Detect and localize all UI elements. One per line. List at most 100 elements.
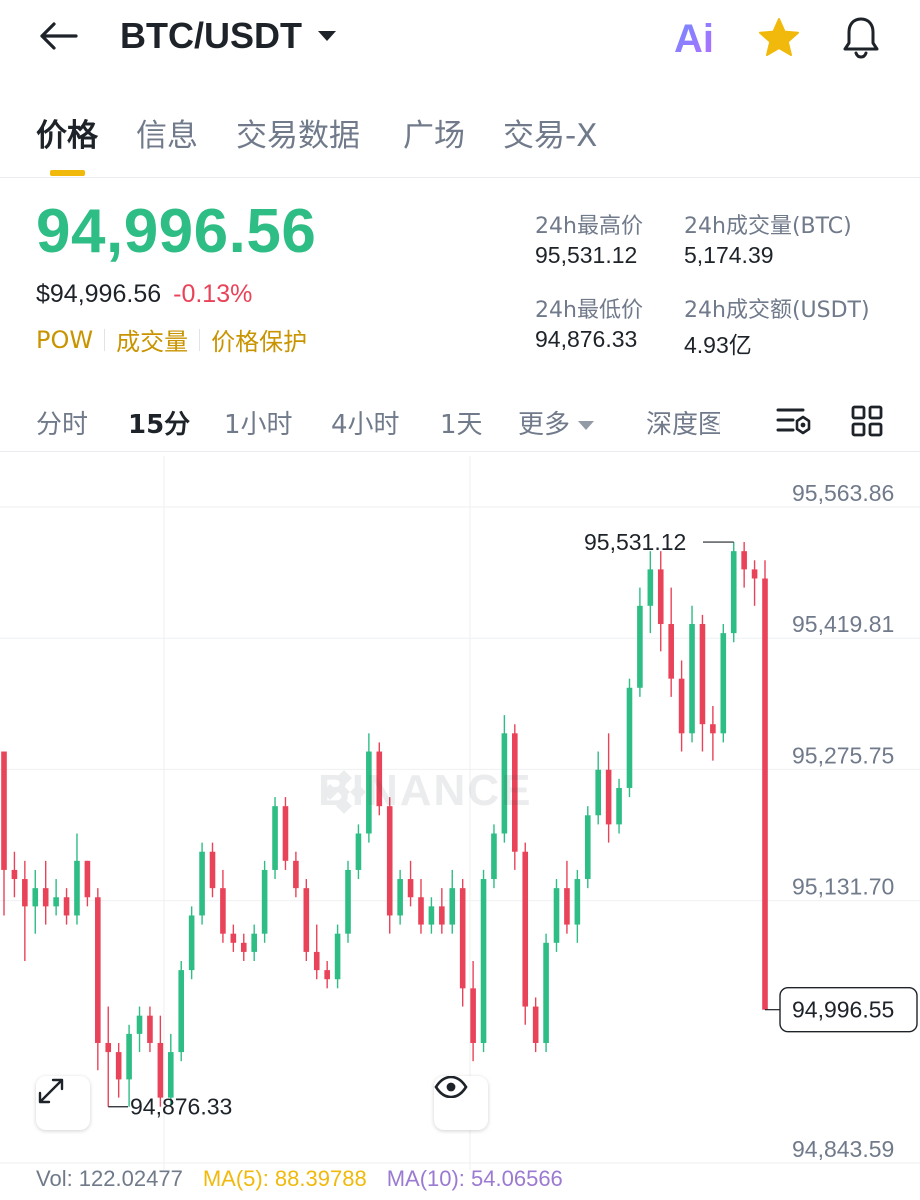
candle-body — [366, 751, 372, 834]
candle-body — [418, 897, 424, 925]
y-tick-label: 95,275.75 — [792, 742, 894, 768]
interval-1h[interactable]: 1小时 — [224, 410, 293, 440]
last-price: 94,996.56 — [36, 197, 317, 266]
candle-body — [730, 551, 737, 634]
stat-low-value: 94,876.33 — [535, 326, 638, 352]
svg-text:Ai: Ai — [674, 17, 714, 59]
volume-value: Vol: 122.02477 — [36, 1166, 183, 1191]
candle-body — [668, 624, 674, 679]
candle-body — [261, 869, 268, 934]
binance-watermark: BINANCE — [318, 766, 532, 816]
stat-volume-btc-value: 5,174.39 — [684, 242, 774, 268]
candle-body — [564, 888, 570, 925]
candle-body — [188, 915, 195, 971]
candle-body — [355, 833, 362, 870]
interval-15m[interactable]: 15分 — [128, 410, 191, 440]
candle-body — [512, 733, 518, 852]
candles — [1, 542, 768, 1107]
candle-body — [84, 860, 91, 898]
back-button[interactable] — [34, 14, 82, 58]
volume-indicator-line: Vol: 122.02477 MA(5): 88.39788 MA(10): 5… — [36, 1166, 563, 1192]
candle-body — [574, 879, 581, 925]
pair-title: BTC/USDT — [120, 15, 302, 56]
favorite-button[interactable] — [754, 14, 804, 62]
candle-body — [313, 951, 320, 971]
candle-body — [324, 970, 330, 980]
tab-price[interactable]: 价格 — [36, 118, 98, 154]
candle-body — [105, 1042, 112, 1053]
interval-1d[interactable]: 1天 — [440, 410, 483, 440]
candle-body — [480, 879, 487, 1043]
tab-square[interactable]: 广场 — [403, 118, 465, 154]
candle-body — [522, 851, 529, 1007]
y-tick-label: 95,563.86 — [792, 480, 894, 506]
y-tick-label: 95,419.81 — [792, 611, 894, 637]
chart-markers: 95,531.12 94,876.33 94,996.55 — [108, 529, 918, 1120]
interval-timeline[interactable]: 分时 — [36, 410, 89, 440]
candle-body — [199, 851, 205, 916]
tab-trade-x[interactable]: 交易-X — [503, 118, 598, 154]
candle-body — [605, 769, 612, 825]
interval-more-button[interactable]: 更多 — [518, 404, 595, 441]
indicator-settings-button[interactable] — [770, 396, 818, 446]
candle-body — [53, 897, 59, 907]
caret-down-icon — [318, 31, 336, 41]
candle-body — [553, 888, 560, 943]
binance-logo-icon — [322, 770, 366, 814]
watermark-text: BINANCE — [318, 766, 533, 815]
candle-body — [543, 942, 549, 1043]
candle-body — [751, 569, 758, 579]
candle-body — [272, 806, 278, 870]
bell-icon — [843, 17, 879, 59]
candle-body — [1, 751, 7, 870]
last-price-label: 94,996.55 — [792, 997, 894, 1023]
candle-body — [63, 897, 70, 916]
main-tabs: 价格 信息 交易数据 广场 交易-X — [0, 100, 920, 178]
candle-body — [689, 624, 695, 734]
last-price-box — [779, 986, 918, 1033]
candle-body — [720, 633, 727, 734]
caret-down-icon — [578, 421, 595, 430]
candle-body — [126, 1033, 132, 1080]
candle-body — [32, 888, 39, 907]
tag-price-protection[interactable]: 价格保护 — [211, 328, 308, 356]
candle-body — [376, 751, 383, 807]
candle-body — [428, 906, 435, 925]
star-icon — [759, 18, 799, 56]
expand-icon — [38, 1078, 64, 1104]
tag-volume[interactable]: 成交量 — [116, 328, 189, 356]
candle-body — [167, 1052, 174, 1098]
candle-body — [637, 605, 643, 688]
candle-body — [157, 1042, 164, 1098]
layout-grid-button[interactable] — [843, 396, 891, 446]
tag-pow[interactable]: POW — [36, 325, 94, 354]
active-tab-indicator — [50, 170, 85, 176]
depth-chart-tab[interactable]: 深度图 — [646, 410, 720, 440]
ai-icon: Ai — [674, 17, 714, 59]
candle-body — [470, 988, 476, 1043]
candle-body — [42, 888, 49, 907]
high-marker-label: 95,531.12 — [584, 529, 686, 555]
toggle-visibility-button[interactable] — [434, 1076, 488, 1130]
tab-info[interactable]: 信息 — [136, 118, 198, 154]
interval-4h[interactable]: 4小时 — [331, 410, 400, 440]
stat-volume-usdt-label: 24h成交额(USDT) — [684, 298, 870, 323]
candle-body — [220, 888, 226, 934]
candle-body — [303, 888, 310, 952]
candle-body — [147, 1015, 153, 1043]
interval-bar: 分时 15分 1小时 4小时 1天 更多 深度图 — [0, 396, 920, 452]
candle-body — [710, 724, 716, 734]
fullscreen-button[interactable] — [36, 1076, 90, 1130]
ai-assistant-button[interactable]: Ai — [672, 14, 728, 60]
candle-body — [491, 833, 497, 880]
top-bar: BTC/USDT Ai — [0, 0, 920, 76]
notification-button[interactable] — [836, 12, 886, 62]
candle-body — [386, 806, 393, 916]
pair-selector[interactable]: BTC/USDT — [120, 14, 338, 58]
candle-body — [741, 551, 747, 570]
candlestick-chart[interactable]: 95,563.86 95,419.81 95,275.75 95,131.70 94,8… — [0, 456, 920, 1170]
candle-body — [334, 933, 341, 980]
tab-trading-data[interactable]: 交易数据 — [236, 118, 360, 154]
fiat-price-line: $94,996.56 -0.13% — [36, 280, 252, 309]
tag-divider — [199, 328, 201, 351]
